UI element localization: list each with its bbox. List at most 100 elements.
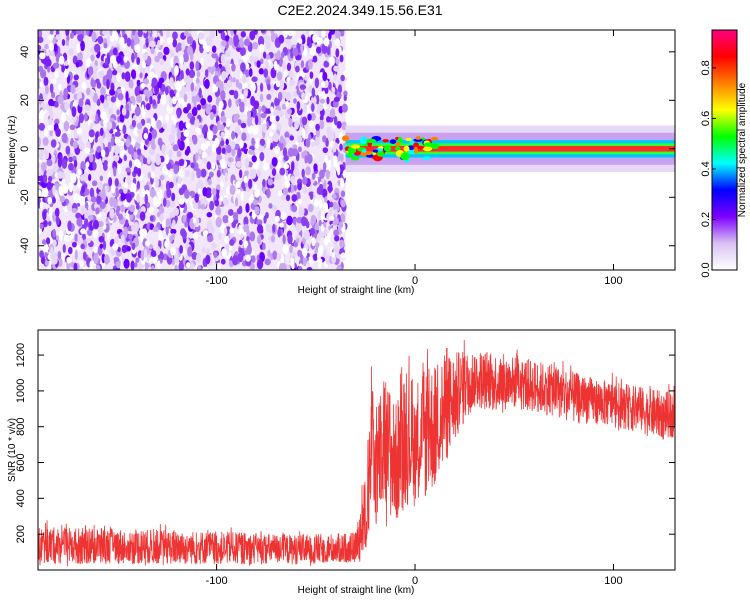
noise-blob xyxy=(96,98,101,107)
noise-blob xyxy=(54,207,60,218)
noise-blob xyxy=(78,135,82,145)
noise-blob xyxy=(293,184,297,192)
noise-blob xyxy=(260,145,265,152)
noise-blob xyxy=(134,44,141,53)
y-tick-label: 40 xyxy=(19,46,31,58)
noise-blob xyxy=(229,89,236,96)
noise-blob xyxy=(339,239,345,249)
noise-blob xyxy=(165,225,169,236)
noise-blob xyxy=(189,190,196,197)
noise-blob xyxy=(178,198,185,205)
noise-blob xyxy=(196,71,201,78)
noise-blob xyxy=(327,232,331,243)
noise-blob xyxy=(312,34,318,43)
noise-blob xyxy=(65,145,71,155)
noise-blob xyxy=(38,150,44,161)
noise-blob xyxy=(131,30,136,36)
noise-blob xyxy=(77,51,83,62)
noise-blob xyxy=(174,264,178,270)
noise-blob xyxy=(100,95,105,104)
noise-blob xyxy=(244,38,250,47)
noise-blob xyxy=(202,266,209,270)
noise-blob xyxy=(309,256,314,267)
noise-blob xyxy=(307,203,314,213)
noise-blob xyxy=(277,155,284,161)
noise-blob xyxy=(94,59,98,68)
noise-blob xyxy=(143,30,148,34)
noise-blob xyxy=(216,184,221,190)
noise-blob xyxy=(192,217,197,224)
noise-blob xyxy=(49,168,54,175)
noise-blob xyxy=(317,30,322,37)
noise-blob xyxy=(279,135,284,144)
noise-blob xyxy=(173,164,179,175)
noise-blob xyxy=(89,154,94,163)
y-tick-label: 200 xyxy=(15,525,27,543)
noise-blob xyxy=(84,218,89,228)
noise-blob xyxy=(51,91,56,99)
noise-blob xyxy=(307,59,313,70)
noise-blob xyxy=(48,207,53,217)
noise-blob xyxy=(340,252,346,258)
noise-blob xyxy=(94,43,101,53)
noise-blob xyxy=(270,123,276,130)
noise-blob xyxy=(116,55,122,64)
noise-blob xyxy=(274,173,280,180)
noise-blob xyxy=(76,30,82,36)
noise-blob xyxy=(160,184,164,190)
noise-blob xyxy=(287,40,292,50)
noise-blob xyxy=(84,112,88,122)
noise-blob xyxy=(235,160,242,169)
noise-blob xyxy=(209,200,215,211)
noise-blob xyxy=(265,108,272,114)
noise-blob xyxy=(222,197,229,206)
noise-blob xyxy=(149,95,153,105)
noise-blob xyxy=(114,90,118,99)
noise-blob xyxy=(126,37,132,47)
noise-blob xyxy=(286,108,293,115)
noise-blob xyxy=(99,175,104,182)
noise-blob xyxy=(65,30,70,37)
noise-blob xyxy=(306,102,310,113)
noise-blob xyxy=(248,178,253,190)
noise-blob xyxy=(102,240,107,251)
noise-blob xyxy=(202,187,208,197)
noise-blob xyxy=(286,62,292,72)
noise-blob xyxy=(158,231,164,241)
noise-blob xyxy=(262,178,266,188)
noise-blob xyxy=(270,32,275,43)
noise-blob xyxy=(54,118,60,125)
noise-blob xyxy=(258,43,265,53)
noise-blob xyxy=(232,77,236,83)
noise-blob xyxy=(156,119,162,130)
noise-blob xyxy=(200,143,207,151)
noise-blob xyxy=(139,72,143,79)
signal-blob xyxy=(395,141,401,147)
noise-blob xyxy=(116,72,122,83)
noise-blob xyxy=(184,189,190,199)
noise-blob xyxy=(127,144,134,155)
noise-blob xyxy=(322,135,327,143)
noise-blob xyxy=(321,30,326,39)
noise-blob xyxy=(253,56,258,62)
noise-blob xyxy=(44,260,50,266)
noise-blob xyxy=(44,149,50,160)
noise-blob xyxy=(82,207,88,215)
noise-blob xyxy=(254,188,260,198)
noise-blob xyxy=(43,127,49,137)
noise-blob xyxy=(62,244,66,253)
noise-blob xyxy=(59,154,63,164)
snr-xlabel: Height of straight line (km) xyxy=(298,585,415,596)
page-title: C2E2.2024.349.15.56.E31 xyxy=(277,2,443,18)
noise-blob xyxy=(185,122,191,130)
noise-blob xyxy=(234,197,239,207)
noise-blob xyxy=(185,137,190,148)
noise-blob xyxy=(319,119,325,130)
noise-blob xyxy=(163,46,170,56)
noise-blob xyxy=(239,47,246,57)
noise-blob xyxy=(343,94,347,102)
noise-blob xyxy=(141,60,146,69)
noise-blob xyxy=(229,184,236,196)
colorbar: 0.0 0.2 0.4 0.6 0.8 Normalized spectral ampl… xyxy=(700,29,748,278)
noise-blob xyxy=(325,254,331,265)
